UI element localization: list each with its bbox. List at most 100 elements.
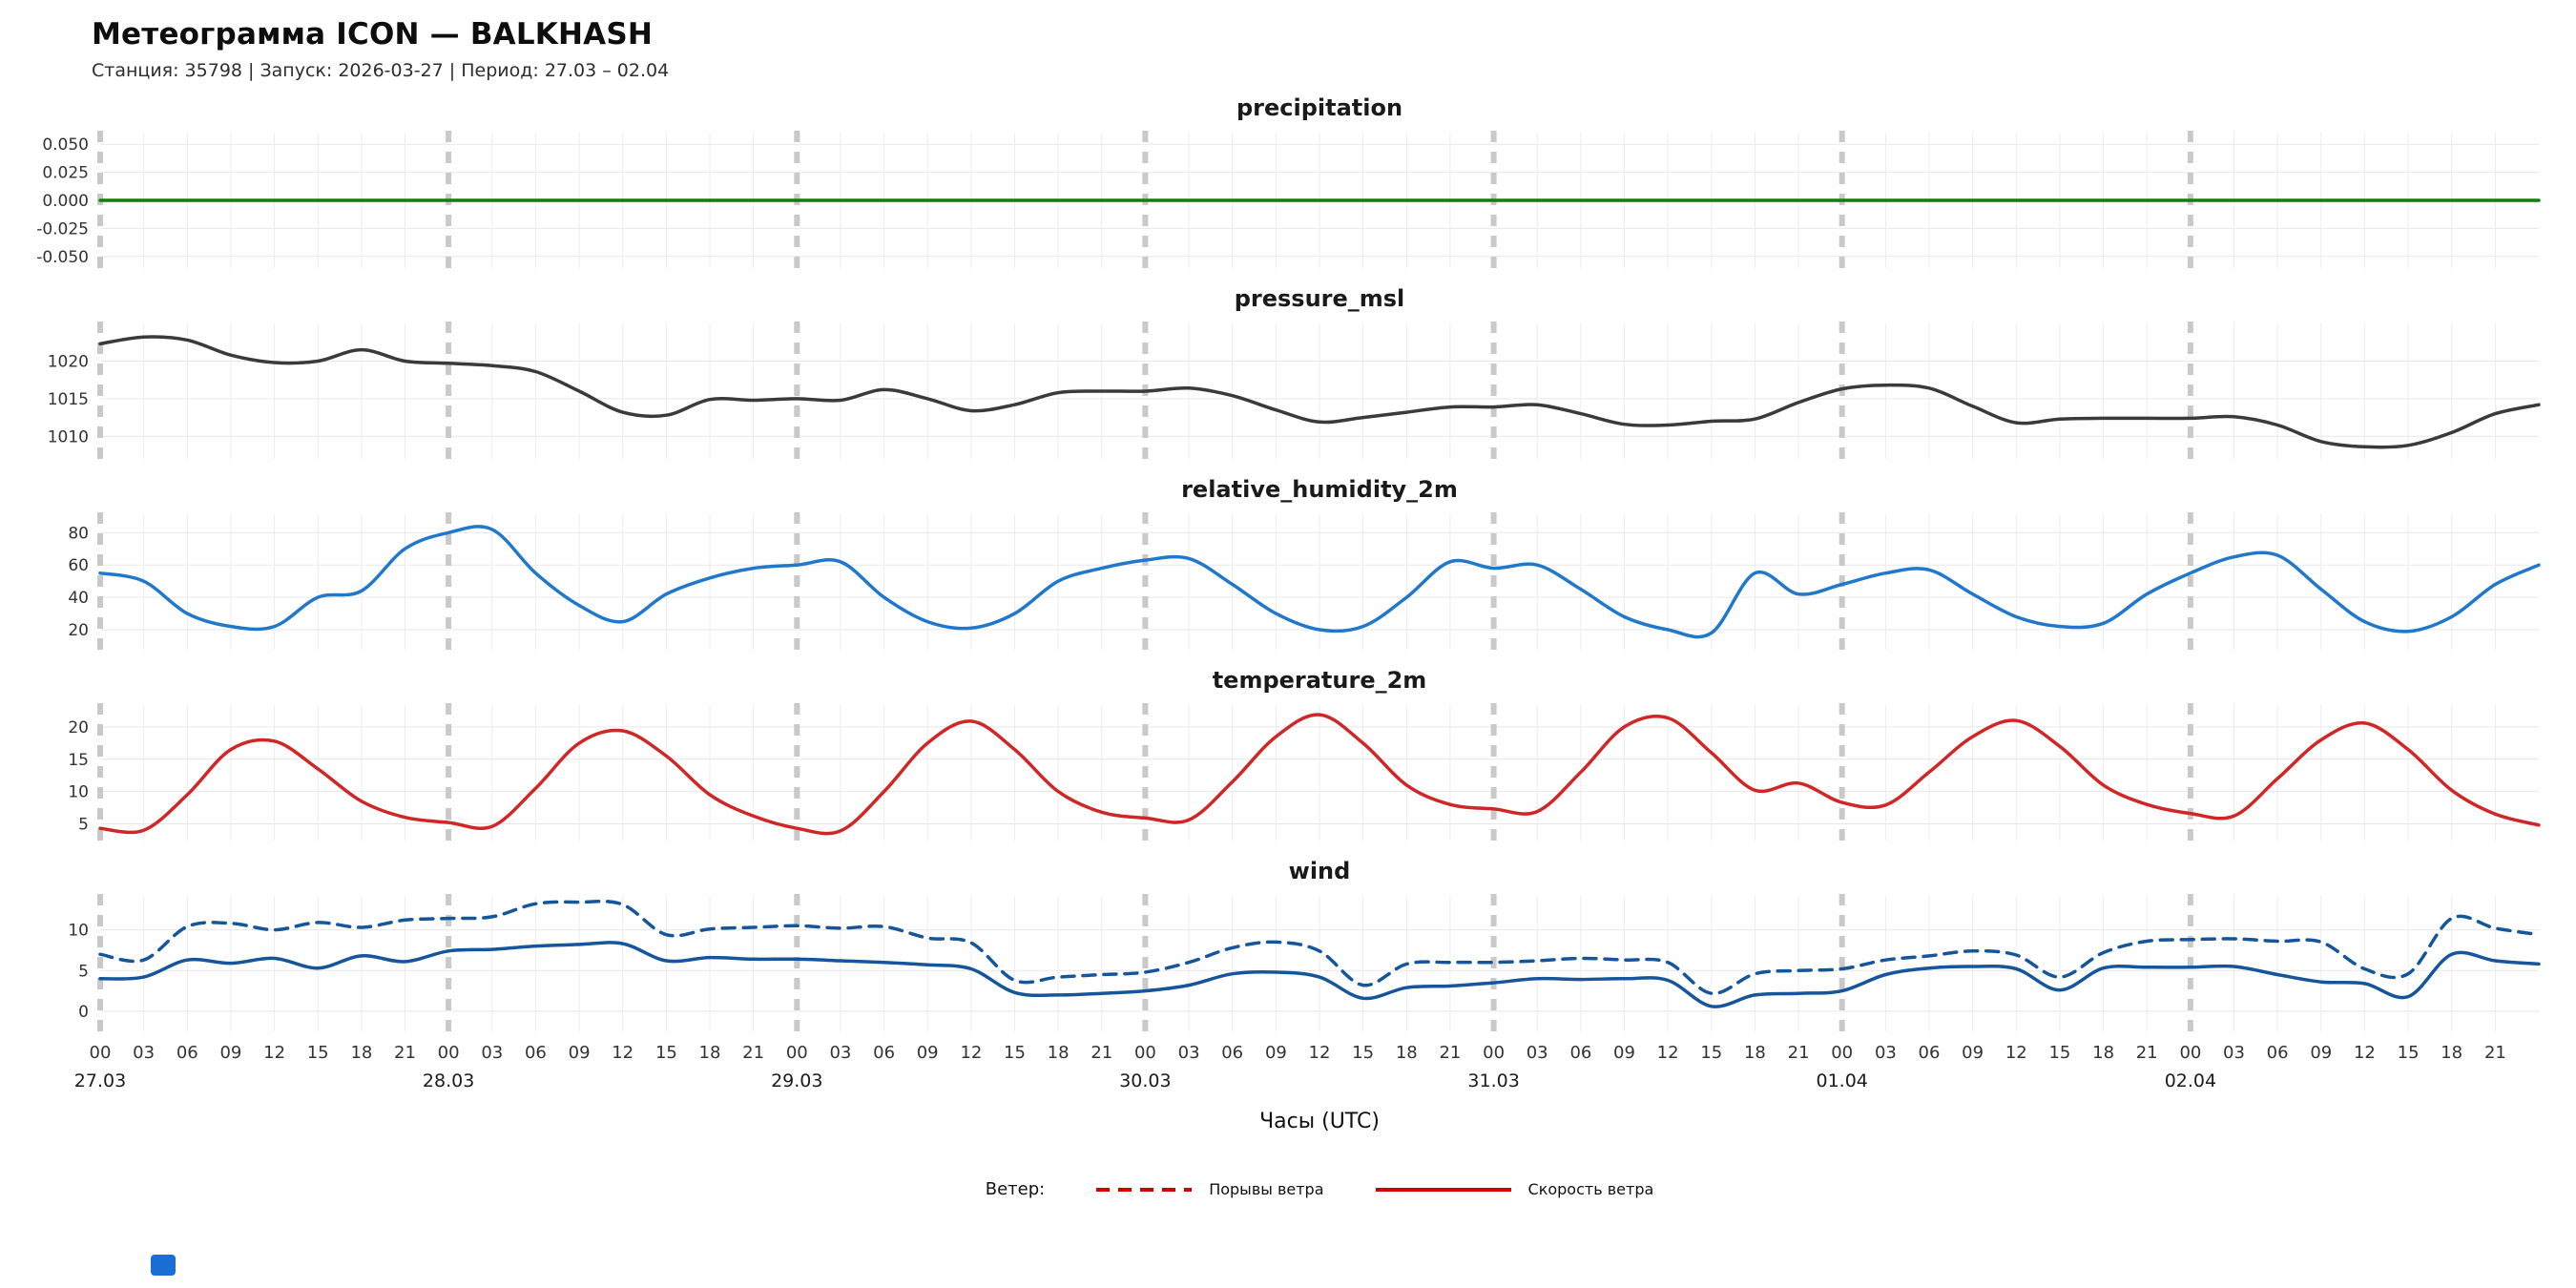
svg-text:10: 10 [68, 922, 89, 941]
svg-text:15: 15 [655, 1043, 677, 1063]
svg-text:10: 10 [68, 783, 89, 802]
svg-text:20: 20 [68, 718, 89, 737]
svg-text:60: 60 [68, 556, 89, 575]
wind-legend: Ветер: Порывы ветра Скорость ветра [100, 1179, 2539, 1199]
svg-text:06: 06 [1221, 1043, 1243, 1063]
svg-text:15: 15 [2398, 1043, 2420, 1063]
header: Метеограмма ICON — BALKHASH Станция: 357… [0, 0, 2576, 81]
svg-text:15: 15 [307, 1043, 329, 1063]
svg-text:02.04: 02.04 [2165, 1070, 2216, 1091]
chart-title-pressure: pressure_msl [1234, 285, 1405, 312]
svg-text:15: 15 [1352, 1043, 1374, 1063]
svg-text:12: 12 [612, 1043, 634, 1063]
svg-text:18: 18 [350, 1043, 372, 1063]
chart-title-wind: wind [1288, 858, 1351, 884]
svg-text:1015: 1015 [48, 390, 89, 409]
svg-text:12: 12 [1309, 1043, 1331, 1063]
svg-text:31.03: 31.03 [1467, 1070, 1519, 1091]
svg-text:0.025: 0.025 [42, 164, 89, 183]
page-title: Метеограмма ICON — BALKHASH [92, 17, 654, 52]
svg-text:00: 00 [90, 1043, 112, 1063]
svg-text:03: 03 [481, 1043, 503, 1063]
svg-text:0: 0 [78, 1003, 89, 1022]
svg-text:15: 15 [2048, 1043, 2070, 1063]
svg-text:15: 15 [1004, 1043, 1026, 1063]
svg-text:18: 18 [699, 1043, 721, 1063]
svg-text:06: 06 [2267, 1043, 2289, 1063]
svg-text:09: 09 [1613, 1043, 1635, 1063]
chart-section-temperature: temperature_2m 20 15 10 5 [0, 667, 2576, 844]
svg-text:00: 00 [786, 1043, 808, 1063]
svg-text:12: 12 [960, 1043, 982, 1063]
svg-text:01.04: 01.04 [1816, 1070, 1867, 1091]
svg-text:06: 06 [873, 1043, 895, 1063]
legend-title: Ветер: [985, 1179, 1046, 1199]
wind-plot: 10 5 0 [68, 894, 2541, 1033]
svg-text:18: 18 [1744, 1043, 1766, 1063]
x-axis-labels: 00 03 06 09 12 15 18 21 00 03 06 09 12 15 18 21 00 03 06 09… [74, 1043, 2506, 1091]
svg-text:0.000: 0.000 [42, 192, 89, 211]
legend-item-gusts: Порывы ветра [1094, 1180, 1324, 1198]
dashed-line-sample-icon [1096, 1187, 1193, 1192]
svg-text:12: 12 [263, 1043, 285, 1063]
svg-text:1020: 1020 [48, 353, 89, 372]
svg-text:03: 03 [133, 1043, 155, 1063]
chart-title-humidity: relative_humidity_2m [1181, 476, 1458, 503]
svg-text:21: 21 [394, 1043, 416, 1063]
chart-title-temperature: temperature_2m [1212, 667, 1427, 694]
svg-text:21: 21 [2484, 1043, 2506, 1063]
svg-text:20: 20 [68, 621, 89, 640]
svg-text:28.03: 28.03 [423, 1070, 474, 1091]
chart-section-wind: wind 10 5 0 [0, 858, 2576, 1035]
svg-text:21: 21 [742, 1043, 764, 1063]
svg-text:18: 18 [1396, 1043, 1418, 1063]
svg-text:00: 00 [1483, 1043, 1505, 1063]
svg-text:21: 21 [1091, 1043, 1112, 1063]
svg-text:03: 03 [1875, 1043, 1897, 1063]
svg-text:80: 80 [68, 524, 89, 543]
svg-text:09: 09 [1962, 1043, 1984, 1063]
svg-text:09: 09 [2310, 1043, 2332, 1063]
svg-text:09: 09 [1265, 1043, 1287, 1063]
svg-text:0.050: 0.050 [42, 135, 89, 155]
svg-text:29.03: 29.03 [771, 1070, 822, 1091]
svg-text:21: 21 [1788, 1043, 1810, 1063]
chart-title-precipitation: precipitation [1236, 94, 1403, 121]
svg-text:00: 00 [1134, 1043, 1156, 1063]
svg-text:00: 00 [2179, 1043, 2201, 1063]
svg-text:03: 03 [1178, 1043, 1200, 1063]
svg-text:12: 12 [2354, 1043, 2376, 1063]
svg-text:09: 09 [569, 1043, 591, 1063]
legend-item-speed: Скорость ветра [1374, 1180, 1653, 1198]
svg-text:27.03: 27.03 [74, 1070, 126, 1091]
svg-text:06: 06 [177, 1043, 198, 1063]
svg-text:09: 09 [917, 1043, 939, 1063]
chart-section-precipitation: precipitation 0.050 0.025 0.000 -0.025 -0.05… [0, 94, 2576, 272]
chart-section-humidity: relative_humidity_2m 80 60 40 20 [0, 476, 2576, 654]
svg-text:18: 18 [2441, 1043, 2462, 1063]
svg-text:06: 06 [525, 1043, 547, 1063]
svg-text:03: 03 [2223, 1043, 2245, 1063]
svg-text:03: 03 [1527, 1043, 1548, 1063]
solid-line-sample-icon [1375, 1187, 1511, 1192]
svg-text:30.03: 30.03 [1119, 1070, 1171, 1091]
svg-text:21: 21 [2136, 1043, 2158, 1063]
legend-label-gusts: Порывы ветра [1209, 1180, 1324, 1198]
svg-text:5: 5 [78, 962, 89, 981]
pressure-plot: 1020 1015 1010 [48, 322, 2541, 461]
svg-text:06: 06 [1569, 1043, 1591, 1063]
humidity-plot: 80 60 40 20 [68, 512, 2541, 652]
svg-text:21: 21 [1439, 1043, 1461, 1063]
svg-text:12: 12 [1657, 1043, 1679, 1063]
svg-text:15: 15 [68, 751, 89, 770]
svg-text:-0.050: -0.050 [36, 248, 89, 267]
svg-text:00: 00 [438, 1043, 460, 1063]
svg-text:1010: 1010 [48, 427, 89, 447]
svg-text:15: 15 [1700, 1043, 1722, 1063]
x-axis-title: Часы (UTC) [1259, 1110, 1380, 1133]
chart-section-pressure: pressure_msl 1020 1015 1010 [0, 285, 2576, 463]
page-subtitle: Станция: 35798 | Запуск: 2026-03-27 | Пе… [92, 60, 670, 81]
blue-corner-box [151, 1255, 176, 1276]
svg-text:18: 18 [2092, 1043, 2114, 1063]
